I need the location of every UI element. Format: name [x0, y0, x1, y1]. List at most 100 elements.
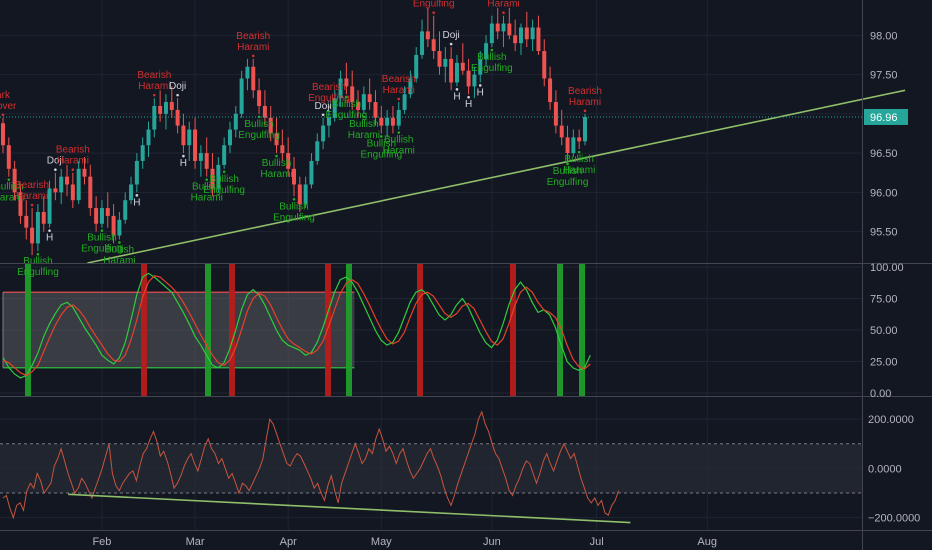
candle: [361, 86, 366, 114]
candle: [99, 200, 104, 228]
time-axis[interactable]: Feb Mar Apr May Jun Jul Aug: [92, 536, 717, 548]
candle-body: [518, 27, 523, 44]
pattern-text: Bearish: [568, 86, 602, 97]
pattern-text: H: [453, 91, 460, 102]
candle-body: [251, 66, 256, 91]
candle-body: [65, 176, 70, 185]
candle: [94, 196, 99, 232]
candle: [1, 117, 5, 154]
candle: [35, 204, 40, 252]
candle-body: [460, 62, 465, 71]
pattern-marker: [345, 95, 348, 99]
price-trendline: [87, 89, 906, 264]
candle-body: [257, 90, 262, 106]
pattern-marker: [118, 241, 121, 244]
pattern-text: Bullish: [477, 52, 506, 63]
candle: [70, 172, 75, 209]
price-axis[interactable]: 95.5096.0096.5097.0097.5098.000.0025.005…: [0, 30, 920, 525]
pattern-marker: [205, 178, 208, 181]
candle: [385, 109, 390, 138]
month-tick-label: May: [371, 536, 392, 548]
pattern-text: Bullish: [564, 154, 593, 165]
pattern-marker: [327, 105, 331, 109]
candle: [47, 180, 52, 228]
candle-body: [553, 102, 558, 126]
pattern-marker: [251, 54, 255, 58]
candle-body: [303, 184, 308, 205]
stoch-tick-label: 100.00: [870, 262, 904, 274]
candle-body: [565, 137, 570, 154]
pattern-label-neutral: Doji: [169, 81, 186, 97]
pattern-text: Bullish: [332, 99, 361, 110]
candle: [356, 90, 361, 118]
pattern-text: Harami: [383, 146, 415, 157]
candle: [134, 153, 139, 193]
pattern-text: H: [46, 233, 53, 244]
pattern-text: Engulfing: [17, 267, 59, 278]
pattern-text: Bullish: [244, 119, 273, 130]
cci-line: [2, 410, 620, 520]
candle: [548, 66, 553, 110]
candle: [82, 157, 87, 185]
candle-body: [274, 133, 279, 146]
candle-body: [262, 105, 267, 118]
month-tick-label: Feb: [92, 536, 111, 548]
pattern-text: Bullish: [87, 233, 116, 244]
candle-body: [280, 145, 285, 154]
candle: [553, 90, 558, 134]
candle-body: [466, 70, 471, 87]
candle: [158, 90, 163, 122]
candle-body: [41, 211, 46, 224]
candle: [210, 153, 215, 197]
candle: [350, 70, 355, 110]
candle: [338, 70, 343, 106]
candle: [396, 102, 401, 130]
candle-body: [379, 117, 384, 126]
pattern-marker: [135, 194, 139, 197]
pattern-text: Bearish: [312, 82, 346, 93]
price-trendline-layer: [87, 89, 906, 264]
candle: [583, 113, 587, 146]
pattern-marker: [502, 11, 505, 15]
pattern-text: Harami: [569, 97, 601, 108]
candle: [577, 129, 582, 150]
candle-body: [76, 168, 81, 201]
pattern-marker: [478, 84, 482, 87]
pattern-text: Harami: [103, 255, 135, 266]
candle-body: [524, 27, 529, 40]
candle-body: [152, 105, 157, 130]
candle: [536, 15, 541, 55]
pattern-text: Harami: [0, 193, 25, 204]
candle-body: [88, 176, 93, 209]
candle: [169, 86, 174, 118]
stochastic-lines: [2, 272, 591, 379]
candle: [163, 94, 168, 130]
pattern-label-neutral: Doji: [314, 101, 332, 117]
candle-body: [338, 78, 343, 99]
stoch-tick-label: 50.00: [870, 325, 898, 337]
candle-body: [297, 184, 302, 205]
pattern-text: Engulfing: [203, 185, 245, 196]
candle-body: [163, 102, 168, 114]
pattern-text: Bullish: [262, 158, 291, 169]
candle-body: [431, 39, 436, 52]
candle: [245, 58, 250, 91]
candle: [425, 7, 430, 48]
candle: [146, 121, 151, 158]
candle-body: [350, 86, 355, 103]
candle-body: [146, 129, 151, 146]
cci-tick-label: −200.0000: [868, 513, 920, 525]
candle-body: [111, 215, 116, 236]
candle: [309, 153, 314, 189]
month-tick-label: Aug: [697, 536, 717, 548]
candle-body: [408, 78, 413, 95]
candle: [262, 90, 267, 126]
